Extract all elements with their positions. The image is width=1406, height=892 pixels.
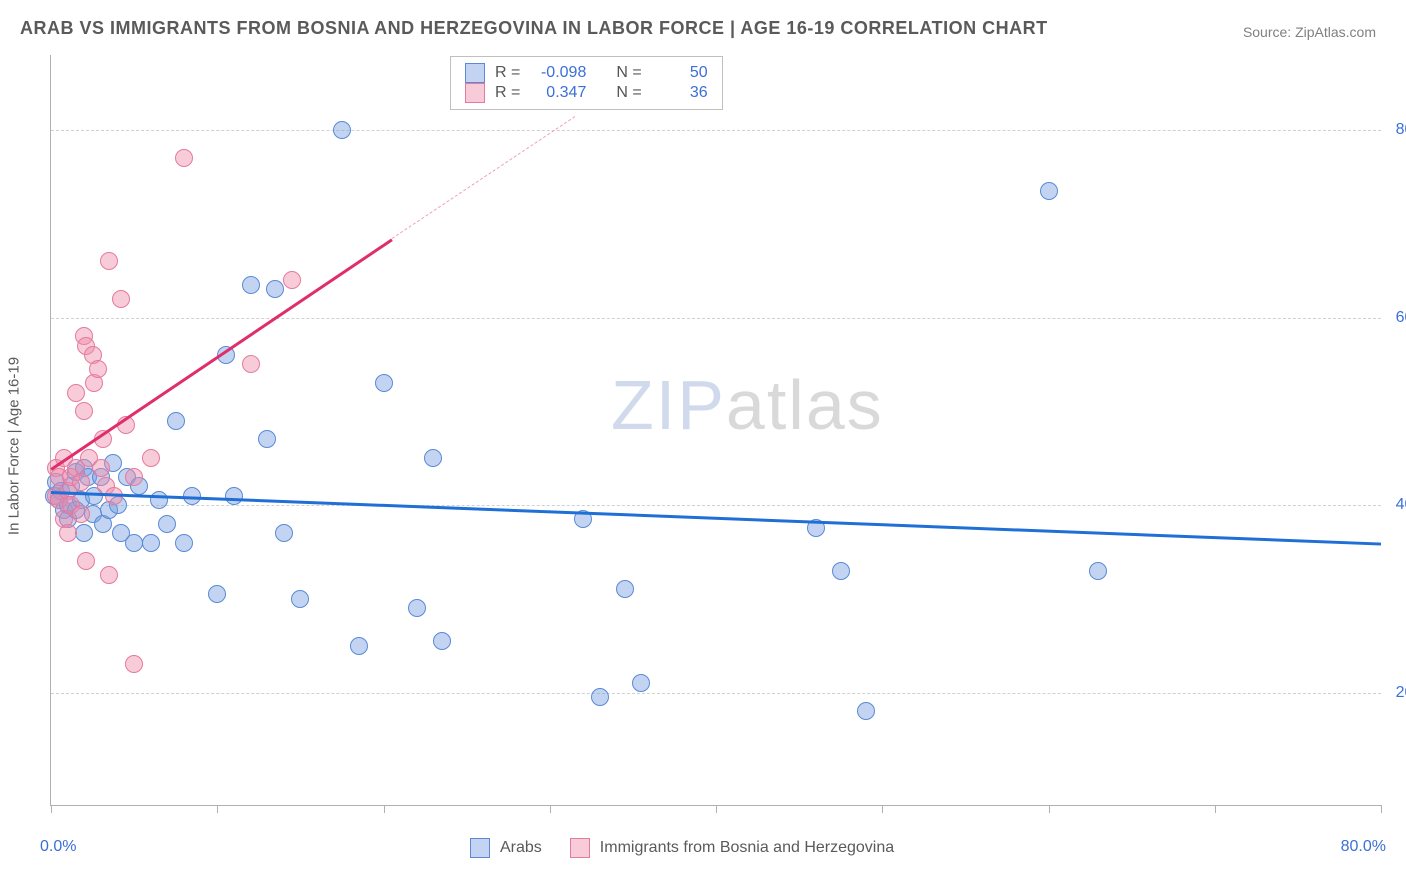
data-point-arabs <box>291 590 309 608</box>
data-point-bosnia <box>283 271 301 289</box>
x-tick <box>1049 805 1050 813</box>
data-point-bosnia <box>242 355 260 373</box>
x-axis-max-label: 80.0% <box>1341 838 1386 856</box>
correlation-legend: R = -0.098 N = 50 R = 0.347 N = 36 <box>450 56 723 110</box>
data-point-bosnia <box>72 505 90 523</box>
legend-r-value: -0.098 <box>530 64 586 82</box>
y-tick-label: 40.0% <box>1396 496 1406 514</box>
data-point-bosnia <box>75 402 93 420</box>
data-point-arabs <box>1040 182 1058 200</box>
source-attribution: Source: ZipAtlas.com <box>1243 24 1376 40</box>
x-tick <box>550 805 551 813</box>
data-point-bosnia <box>89 360 107 378</box>
legend-n-label: N = <box>616 64 641 82</box>
watermark: ZIPatlas <box>611 365 884 445</box>
gridline <box>51 130 1381 131</box>
data-point-bosnia <box>100 252 118 270</box>
legend-swatch-icon <box>570 838 590 858</box>
data-point-arabs <box>266 280 284 298</box>
legend-series-label: Arabs <box>500 839 542 857</box>
data-point-arabs <box>142 534 160 552</box>
legend-r-label: R = <box>495 84 520 102</box>
x-tick <box>217 805 218 813</box>
x-tick <box>384 805 385 813</box>
data-point-bosnia <box>59 524 77 542</box>
data-point-bosnia <box>100 566 118 584</box>
data-point-arabs <box>175 534 193 552</box>
x-tick <box>716 805 717 813</box>
data-point-arabs <box>433 632 451 650</box>
legend-swatch-icon <box>470 838 490 858</box>
data-point-bosnia <box>175 149 193 167</box>
x-axis-min-label: 0.0% <box>40 838 76 856</box>
legend-r-value: 0.347 <box>530 84 586 102</box>
data-point-arabs <box>167 412 185 430</box>
data-point-arabs <box>832 562 850 580</box>
x-tick <box>882 805 883 813</box>
y-tick-label: 80.0% <box>1396 121 1406 139</box>
data-point-arabs <box>75 524 93 542</box>
x-tick <box>1381 805 1382 813</box>
data-point-arabs <box>275 524 293 542</box>
watermark-atlas: atlas <box>726 366 884 444</box>
legend-row-arabs: R = -0.098 N = 50 <box>465 63 708 83</box>
trend-line-extrapolated <box>392 116 575 239</box>
data-point-arabs <box>857 702 875 720</box>
legend-row-bosnia: R = 0.347 N = 36 <box>465 83 708 103</box>
x-tick <box>1215 805 1216 813</box>
data-point-bosnia <box>92 459 110 477</box>
gridline <box>51 318 1381 319</box>
watermark-zip: ZIP <box>611 366 726 444</box>
gridline <box>51 693 1381 694</box>
data-point-arabs <box>375 374 393 392</box>
data-point-arabs <box>258 430 276 448</box>
trend-line <box>51 491 1381 545</box>
data-point-arabs <box>616 580 634 598</box>
legend-swatch-icon <box>465 83 485 103</box>
data-point-arabs <box>350 637 368 655</box>
gridline <box>51 505 1381 506</box>
legend-r-label: R = <box>495 64 520 82</box>
data-point-arabs <box>591 688 609 706</box>
y-axis-label: In Labor Force | Age 16-19 <box>6 357 23 535</box>
legend-n-label: N = <box>616 84 641 102</box>
data-point-arabs <box>632 674 650 692</box>
data-point-bosnia <box>112 290 130 308</box>
data-point-arabs <box>1089 562 1107 580</box>
data-point-arabs <box>333 121 351 139</box>
data-point-arabs <box>408 599 426 617</box>
data-point-bosnia <box>125 468 143 486</box>
legend-n-value: 50 <box>652 64 708 82</box>
data-point-arabs <box>424 449 442 467</box>
data-point-bosnia <box>77 552 95 570</box>
chart-title: ARAB VS IMMIGRANTS FROM BOSNIA AND HERZE… <box>20 18 1048 39</box>
data-point-bosnia <box>67 384 85 402</box>
trend-line <box>50 238 392 470</box>
legend-swatch-icon <box>465 63 485 83</box>
data-point-arabs <box>208 585 226 603</box>
x-tick <box>51 805 52 813</box>
y-tick-label: 60.0% <box>1396 309 1406 327</box>
legend-n-value: 36 <box>652 84 708 102</box>
data-point-bosnia <box>142 449 160 467</box>
data-point-arabs <box>242 276 260 294</box>
data-point-bosnia <box>72 473 90 491</box>
data-point-arabs <box>225 487 243 505</box>
data-point-arabs <box>125 534 143 552</box>
scatter-plot-area: ZIPatlas 20.0%40.0%60.0%80.0% <box>50 55 1381 806</box>
series-legend: Arabs Immigrants from Bosnia and Herzegov… <box>470 838 912 858</box>
data-point-arabs <box>158 515 176 533</box>
y-tick-label: 20.0% <box>1396 684 1406 702</box>
legend-series-label: Immigrants from Bosnia and Herzegovina <box>600 839 894 857</box>
data-point-bosnia <box>125 655 143 673</box>
